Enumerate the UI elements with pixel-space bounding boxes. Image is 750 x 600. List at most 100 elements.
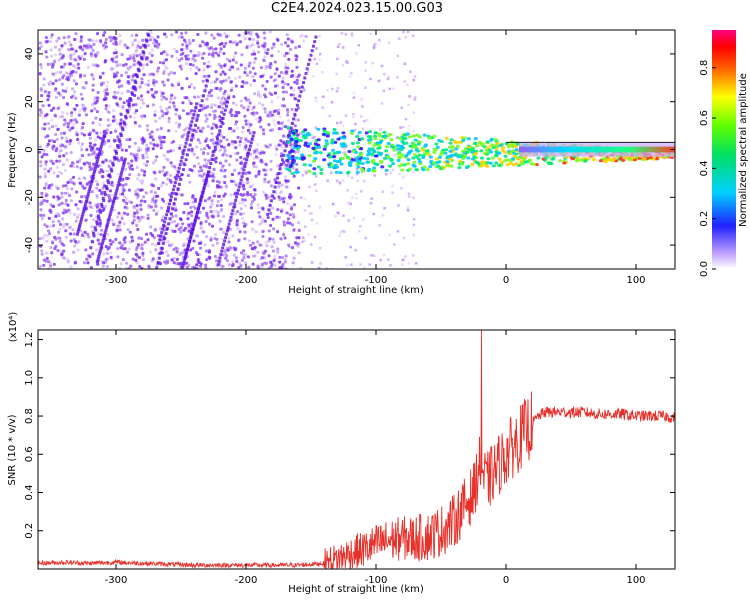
heatmap-cell — [338, 234, 341, 238]
heatmap-cell — [343, 147, 346, 150]
heatmap-cell — [247, 30, 251, 34]
heatmap-cell — [364, 86, 367, 89]
heatmap-cell — [388, 87, 392, 91]
heatmap-cell — [91, 83, 95, 87]
heatmap-cell — [215, 237, 219, 241]
heatmap-cell — [163, 58, 167, 62]
heatmap-streak-cell — [79, 217, 83, 221]
heatmap-cell — [250, 52, 254, 56]
heatmap-cell — [406, 206, 410, 209]
heatmap-cell — [208, 222, 212, 226]
heatmap-cell — [142, 173, 146, 177]
heatmap-cell — [40, 155, 44, 159]
heatmap-cell — [302, 87, 306, 91]
heatmap-cell — [154, 204, 158, 208]
heatmap-cell — [125, 201, 129, 205]
heatmap-cell — [242, 193, 246, 197]
heatmap-streak-cell — [252, 131, 256, 135]
heatmap-streak-cell — [173, 181, 177, 185]
heatmap-streak-cell — [189, 138, 193, 142]
heatmap-band-cell — [330, 141, 335, 145]
heatmap-cell — [295, 133, 299, 137]
heatmap-streak-cell — [163, 236, 167, 240]
heatmap-cell — [161, 181, 165, 185]
heatmap-cell — [199, 147, 203, 151]
heatmap-cell — [275, 37, 279, 41]
heatmap-cell — [153, 191, 157, 195]
heatmap-streak-cell — [160, 246, 164, 250]
heatmap-cell — [254, 165, 258, 169]
heatmap-cell — [369, 149, 372, 152]
heatmap-cell — [174, 214, 178, 218]
heatmap-streak-cell — [268, 203, 272, 207]
heatmap-streak-cell — [152, 16, 155, 19]
heatmap-streak-cell — [217, 259, 221, 263]
heatmap-cell — [110, 218, 114, 222]
heatmap-cell — [290, 69, 294, 73]
heatmap-cell — [336, 121, 339, 125]
heatmap-cell — [49, 80, 53, 84]
heatmap-streak-cell — [92, 232, 96, 236]
heatmap-cell — [54, 185, 58, 189]
heatmap-cell — [350, 263, 353, 266]
heatmap-band-cell — [497, 163, 502, 167]
heatmap-cell — [269, 264, 273, 268]
heatmap-cell — [173, 96, 177, 100]
heatmap-streak-cell — [98, 208, 102, 212]
heatmap-cell — [57, 127, 61, 131]
heatmap-band-cell — [305, 133, 310, 137]
heatmap-cell — [137, 146, 141, 150]
heatmap-streak-cell — [216, 263, 220, 267]
heatmap-band-cell — [425, 168, 430, 172]
heatmap-cell — [286, 51, 290, 55]
heatmap-cell — [205, 257, 209, 261]
heatmap-band-cell — [448, 141, 453, 145]
heatmap-cell — [253, 72, 257, 76]
heatmap-streak-cell — [191, 227, 195, 231]
heatmap-cell — [120, 192, 124, 196]
heatmap-cell — [155, 90, 159, 94]
heatmap-cell — [357, 230, 361, 233]
heatmap-band-cell — [408, 167, 413, 171]
heatmap-cell — [105, 169, 109, 173]
heatmap-cell — [176, 222, 180, 226]
snr-frame — [37, 329, 676, 570]
colorbar-tick-label: 0.4 — [699, 160, 710, 176]
heatmap-cell — [412, 196, 415, 199]
heatmap-cell — [299, 135, 303, 139]
heatmap-cell — [118, 224, 122, 228]
heatmap-cell — [243, 66, 247, 70]
heatmap-cell — [88, 165, 92, 169]
heatmap-cell — [242, 106, 246, 110]
heatmap-band-cell — [443, 151, 448, 155]
heatmap-cell — [257, 170, 261, 174]
heatmap-band-cell — [470, 147, 475, 151]
heatmap-cell — [208, 64, 212, 68]
heatmap-cell — [104, 128, 108, 132]
heatmap-band-cell — [497, 157, 502, 161]
heatmap-streak-cell — [164, 216, 168, 220]
heatmap-cell — [61, 55, 65, 59]
heatmap-cell — [156, 70, 160, 74]
heatmap-streak-cell — [191, 116, 195, 120]
heatmap-cell — [114, 43, 118, 47]
heatmap-cell — [269, 75, 273, 79]
heatmap-cell — [251, 184, 255, 188]
heatmap-cell — [292, 256, 296, 260]
heatmap-cell — [201, 56, 205, 60]
heatmap-cell — [205, 41, 209, 45]
heatmap-cell — [192, 152, 196, 156]
heatmap-band-cell — [308, 163, 313, 167]
heatmap-cell — [116, 215, 120, 219]
heatmap-streak-cell — [197, 203, 201, 207]
heatmap-cell — [165, 183, 169, 187]
heatmap-streak-cell — [236, 188, 240, 192]
heatmap-cell — [352, 216, 356, 220]
heatmap-streak-cell — [100, 202, 104, 206]
heatmap-cell — [82, 162, 86, 166]
heatmap-cell — [205, 235, 209, 239]
heatmap-streak-cell — [166, 209, 170, 213]
heatmap-cell — [147, 205, 151, 209]
heatmap-band-cell — [422, 133, 427, 137]
heatmap-cell — [119, 143, 123, 147]
